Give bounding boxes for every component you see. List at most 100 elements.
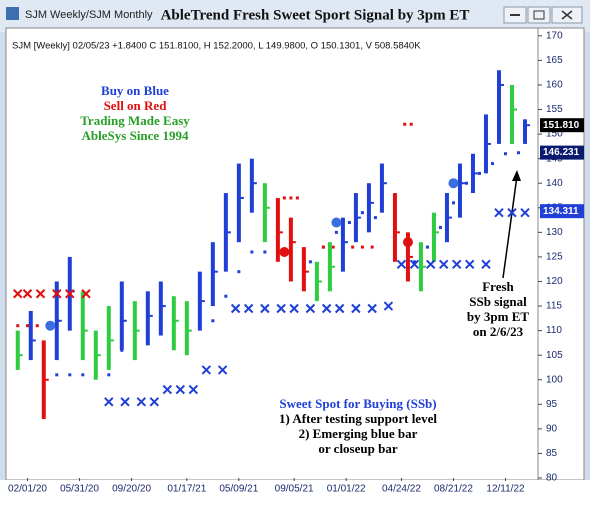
price-bar — [15, 330, 20, 370]
price-label: 146.231 — [543, 147, 580, 158]
y-tick-label: 150 — [546, 129, 563, 140]
signal-dot — [331, 217, 342, 228]
y-tick-label: 140 — [546, 178, 563, 189]
stop-dot — [55, 373, 59, 377]
signal-dot — [45, 320, 56, 331]
stop-dot — [490, 162, 494, 166]
y-tick-label: 115 — [546, 301, 562, 312]
support-x — [334, 303, 345, 314]
x-tick-label: 01/01/22 — [327, 484, 366, 495]
price-bar — [431, 212, 436, 262]
stop-dot — [438, 225, 442, 229]
y-tick-label: 165 — [546, 55, 563, 66]
plot-area — [5, 27, 539, 481]
stop-dot — [331, 245, 335, 249]
support-x — [465, 259, 475, 269]
price-bar — [106, 306, 111, 370]
y-tick-label: 120 — [546, 276, 563, 287]
price-label-box — [540, 204, 584, 219]
legend-note: AbleSys Since 1994 — [82, 128, 189, 143]
price-bar — [262, 183, 267, 243]
stop-dot — [107, 373, 111, 377]
price-bar — [119, 281, 124, 351]
price-bar — [366, 183, 371, 233]
support-x — [289, 303, 299, 314]
stop-dot — [250, 250, 254, 254]
stop-dot — [347, 221, 351, 225]
stop-dot — [224, 294, 228, 298]
y-tick-label: 110 — [546, 325, 562, 336]
date-axis — [0, 480, 590, 500]
price-axis — [537, 27, 585, 481]
support-x — [243, 303, 254, 314]
price-bar — [340, 217, 345, 272]
stop-dot — [16, 324, 20, 328]
support-x — [409, 259, 420, 269]
price-bar — [210, 242, 215, 307]
support-x — [383, 301, 394, 311]
stop-dot — [409, 122, 413, 126]
y-tick-label: 95 — [546, 399, 558, 410]
stop-dot — [35, 324, 39, 328]
signal-dot — [448, 178, 459, 189]
price-bar — [392, 193, 397, 262]
x-tick-label: 09/05/21 — [275, 484, 314, 495]
support-x — [494, 207, 504, 218]
stop-dot — [321, 245, 325, 249]
fresh-note: by 3pm ET — [467, 309, 529, 324]
support-x — [81, 289, 91, 299]
support-x — [120, 397, 130, 407]
tab-label[interactable]: SJM Weekly/SJM Monthly — [25, 9, 153, 21]
y-tick-label: 170 — [546, 30, 563, 41]
stop-dot — [295, 196, 299, 200]
chart-header: SJM [Weekly] 02/05/23 +1.8400 C 151.8100… — [12, 41, 421, 52]
x-tick-label: 08/21/22 — [434, 484, 473, 495]
stop-dot — [81, 373, 85, 377]
support-x — [136, 397, 147, 407]
stop-dot — [503, 152, 507, 156]
support-x — [452, 259, 462, 269]
support-x — [260, 303, 270, 314]
price-bar — [184, 301, 189, 356]
stop-dot — [237, 270, 241, 274]
y-tick-label: 85 — [546, 448, 558, 459]
stop-dot — [516, 151, 520, 155]
x-tick-label: 05/09/21 — [219, 484, 258, 495]
stop-dot — [425, 245, 429, 249]
support-x — [149, 397, 160, 407]
support-x — [217, 365, 228, 375]
price-label: 134.311 — [543, 206, 579, 217]
support-x — [351, 303, 361, 314]
signal-dot — [279, 247, 290, 257]
price-label-box — [540, 118, 584, 133]
stop-dot — [289, 196, 293, 200]
stop-dot — [370, 245, 374, 249]
ssb-note: 2) Emerging blue bar — [299, 426, 418, 441]
support-x — [35, 289, 46, 299]
tab-icon — [6, 7, 19, 20]
support-x — [438, 259, 449, 269]
price-bar — [236, 163, 241, 243]
ssb-note: or closeup bar — [318, 441, 397, 456]
stop-dot — [477, 171, 481, 175]
support-x — [22, 289, 33, 299]
support-x — [276, 303, 286, 314]
x-tick-label: 12/11/22 — [486, 484, 525, 495]
stop-dot — [412, 260, 416, 264]
x-tick-label: 04/24/22 — [382, 484, 421, 495]
window-title: AbleTrend Fresh Sweet Sport Signal by 3p… — [161, 7, 470, 23]
y-tick-label: 160 — [546, 80, 563, 91]
price-bar — [145, 291, 150, 346]
maximize-icon — [533, 10, 545, 20]
legend-note: Sell on Red — [104, 98, 168, 113]
support-x — [175, 384, 186, 395]
price-label: 151.810 — [543, 120, 580, 131]
support-x — [481, 259, 491, 269]
price-bar — [509, 84, 514, 144]
stop-dot — [68, 373, 72, 377]
support-x — [425, 259, 436, 269]
maximize-button[interactable] — [527, 6, 551, 24]
y-tick-label: 125 — [546, 252, 563, 263]
stop-dot — [403, 122, 407, 126]
